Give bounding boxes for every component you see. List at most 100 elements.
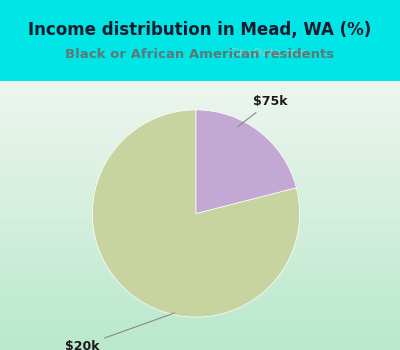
Bar (0, 339, 400, 342)
Wedge shape (92, 110, 300, 317)
Bar (0, 347, 400, 350)
Bar (0, 307, 400, 309)
Bar (0, 142, 400, 145)
Bar (0, 274, 400, 277)
Bar (0, 285, 400, 288)
Bar (0, 291, 400, 293)
Bar (0, 89, 400, 91)
Bar (0, 207, 400, 210)
Bar (0, 253, 400, 255)
Bar (0, 277, 400, 280)
Bar (0, 194, 400, 196)
Bar (0, 264, 400, 266)
Bar (0, 304, 400, 307)
Bar (0, 124, 400, 126)
Bar (0, 129, 400, 132)
Bar (0, 137, 400, 140)
Bar (0, 150, 400, 153)
Bar (0, 80, 400, 83)
Bar (0, 299, 400, 301)
Bar (0, 283, 400, 285)
Bar (0, 102, 400, 105)
Bar (0, 309, 400, 312)
Bar (0, 132, 400, 134)
Bar (0, 126, 400, 129)
Wedge shape (196, 110, 296, 214)
Bar (0, 345, 400, 347)
Bar (0, 186, 400, 188)
Bar (0, 334, 400, 337)
Bar (0, 167, 400, 169)
Bar (0, 196, 400, 199)
Bar (0, 99, 400, 102)
Bar (0, 231, 400, 234)
Bar (0, 223, 400, 226)
Bar (0, 220, 400, 223)
Bar (0, 239, 400, 242)
Bar (0, 323, 400, 326)
Bar (0, 121, 400, 124)
Bar (0, 159, 400, 161)
Bar (0, 218, 400, 220)
Bar (0, 315, 400, 318)
Bar (0, 118, 400, 121)
Bar (0, 204, 400, 207)
Bar (0, 175, 400, 177)
Bar (0, 261, 400, 264)
Bar (0, 177, 400, 180)
Bar (0, 105, 400, 107)
Bar (0, 331, 400, 334)
Bar (0, 113, 400, 116)
Bar (0, 312, 400, 315)
Bar (0, 183, 400, 186)
Bar (0, 296, 400, 299)
Bar (0, 237, 400, 239)
Bar (0, 258, 400, 261)
Bar (0, 199, 400, 202)
Bar (0, 245, 400, 247)
Text: City-Data.com: City-Data.com (229, 48, 308, 58)
Bar (0, 212, 400, 215)
Bar (0, 191, 400, 194)
Bar (0, 337, 400, 339)
Bar (0, 202, 400, 204)
Bar (0, 269, 400, 272)
Bar (0, 272, 400, 274)
Bar (0, 280, 400, 283)
Bar (0, 226, 400, 229)
Bar (0, 242, 400, 245)
Bar (0, 318, 400, 320)
Text: $75k: $75k (238, 95, 288, 127)
Bar (0, 326, 400, 328)
Text: Black or African American residents: Black or African American residents (66, 48, 334, 61)
Bar (0, 148, 400, 150)
Bar (0, 229, 400, 231)
Bar (0, 107, 400, 110)
Bar (0, 156, 400, 159)
Bar (0, 342, 400, 345)
Bar (0, 266, 400, 269)
Bar (0, 180, 400, 183)
Bar (0, 210, 400, 212)
Bar (0, 247, 400, 250)
Bar (0, 169, 400, 172)
Bar (0, 134, 400, 137)
Bar (0, 110, 400, 113)
Bar (0, 116, 400, 118)
Bar (0, 320, 400, 323)
Bar (0, 172, 400, 175)
Bar (0, 83, 400, 86)
Bar (0, 91, 400, 94)
Bar (0, 86, 400, 89)
Bar (0, 188, 400, 191)
Bar (0, 328, 400, 331)
Bar (0, 256, 400, 258)
Bar (0, 164, 400, 167)
Bar (0, 301, 400, 304)
Text: Income distribution in Mead, WA (%): Income distribution in Mead, WA (%) (28, 21, 372, 39)
Bar (0, 161, 400, 164)
Bar (0, 140, 400, 142)
Bar (0, 288, 400, 291)
Text: $20k: $20k (65, 313, 175, 350)
Bar (0, 97, 400, 99)
